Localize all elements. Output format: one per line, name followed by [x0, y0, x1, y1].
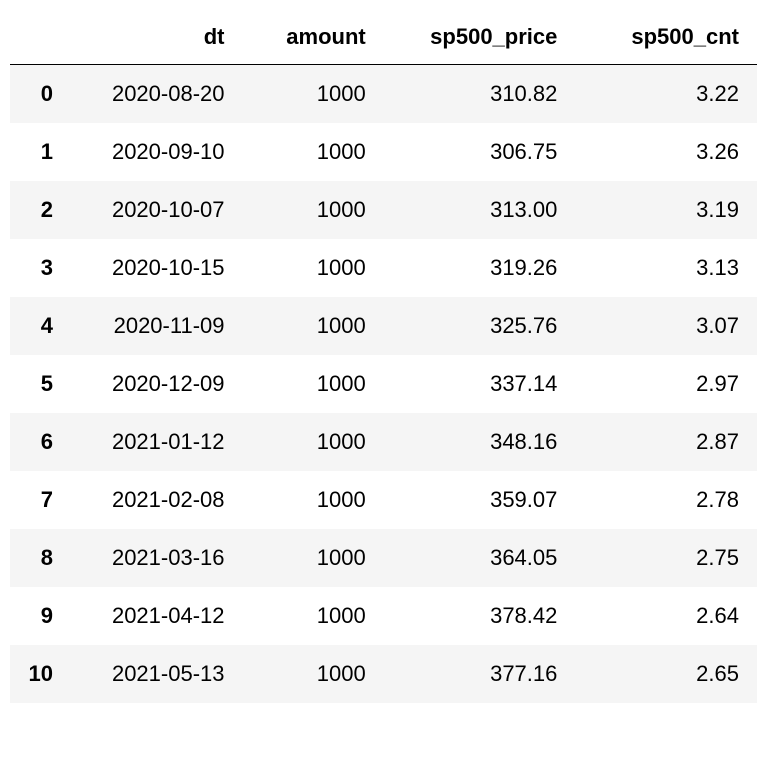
- table-row: 7 2021-02-08 1000 359.07 2.78: [10, 471, 757, 529]
- index-cell: 8: [10, 529, 71, 587]
- cnt-cell: 3.07: [575, 297, 757, 355]
- price-cell: 310.82: [384, 65, 576, 124]
- price-cell: 378.42: [384, 587, 576, 645]
- cnt-cell: 3.19: [575, 181, 757, 239]
- amount-cell: 1000: [243, 65, 384, 124]
- price-cell: 359.07: [384, 471, 576, 529]
- table-row: 4 2020-11-09 1000 325.76 3.07: [10, 297, 757, 355]
- dt-cell: 2020-09-10: [71, 123, 242, 181]
- amount-cell: 1000: [243, 181, 384, 239]
- index-cell: 3: [10, 239, 71, 297]
- cnt-cell: 3.26: [575, 123, 757, 181]
- amount-cell: 1000: [243, 645, 384, 703]
- price-cell: 313.00: [384, 181, 576, 239]
- dt-cell: 2021-02-08: [71, 471, 242, 529]
- price-cell: 348.16: [384, 413, 576, 471]
- amount-cell: 1000: [243, 355, 384, 413]
- cnt-cell: 2.97: [575, 355, 757, 413]
- price-cell: 319.26: [384, 239, 576, 297]
- dt-cell: 2020-12-09: [71, 355, 242, 413]
- amount-cell: 1000: [243, 471, 384, 529]
- header-dt: dt: [71, 10, 242, 65]
- cnt-cell: 3.22: [575, 65, 757, 124]
- price-cell: 306.75: [384, 123, 576, 181]
- cnt-cell: 2.64: [575, 587, 757, 645]
- dt-cell: 2021-05-13: [71, 645, 242, 703]
- amount-cell: 1000: [243, 413, 384, 471]
- table-row: 9 2021-04-12 1000 378.42 2.64: [10, 587, 757, 645]
- table-row: 0 2020-08-20 1000 310.82 3.22: [10, 65, 757, 124]
- table-row: 3 2020-10-15 1000 319.26 3.13: [10, 239, 757, 297]
- table-row: 6 2021-01-12 1000 348.16 2.87: [10, 413, 757, 471]
- header-sp500-price: sp500_price: [384, 10, 576, 65]
- index-cell: 10: [10, 645, 71, 703]
- header-index: [10, 10, 71, 65]
- price-cell: 364.05: [384, 529, 576, 587]
- index-cell: 4: [10, 297, 71, 355]
- dt-cell: 2021-01-12: [71, 413, 242, 471]
- dt-cell: 2020-10-07: [71, 181, 242, 239]
- cnt-cell: 3.13: [575, 239, 757, 297]
- index-cell: 2: [10, 181, 71, 239]
- dt-cell: 2021-04-12: [71, 587, 242, 645]
- dt-cell: 2020-11-09: [71, 297, 242, 355]
- table-row: 10 2021-05-13 1000 377.16 2.65: [10, 645, 757, 703]
- amount-cell: 1000: [243, 297, 384, 355]
- index-cell: 0: [10, 65, 71, 124]
- data-table: dt amount sp500_price sp500_cnt 0 2020-0…: [10, 10, 757, 703]
- table-row: 5 2020-12-09 1000 337.14 2.97: [10, 355, 757, 413]
- amount-cell: 1000: [243, 123, 384, 181]
- table-row: 2 2020-10-07 1000 313.00 3.19: [10, 181, 757, 239]
- index-cell: 5: [10, 355, 71, 413]
- dt-cell: 2021-03-16: [71, 529, 242, 587]
- price-cell: 325.76: [384, 297, 576, 355]
- amount-cell: 1000: [243, 529, 384, 587]
- header-amount: amount: [243, 10, 384, 65]
- cnt-cell: 2.87: [575, 413, 757, 471]
- index-cell: 9: [10, 587, 71, 645]
- header-sp500-cnt: sp500_cnt: [575, 10, 757, 65]
- dt-cell: 2020-08-20: [71, 65, 242, 124]
- index-cell: 6: [10, 413, 71, 471]
- amount-cell: 1000: [243, 239, 384, 297]
- dt-cell: 2020-10-15: [71, 239, 242, 297]
- amount-cell: 1000: [243, 587, 384, 645]
- header-row: dt amount sp500_price sp500_cnt: [10, 10, 757, 65]
- cnt-cell: 2.75: [575, 529, 757, 587]
- index-cell: 1: [10, 123, 71, 181]
- index-cell: 7: [10, 471, 71, 529]
- price-cell: 377.16: [384, 645, 576, 703]
- cnt-cell: 2.65: [575, 645, 757, 703]
- cnt-cell: 2.78: [575, 471, 757, 529]
- price-cell: 337.14: [384, 355, 576, 413]
- table-row: 1 2020-09-10 1000 306.75 3.26: [10, 123, 757, 181]
- table-row: 8 2021-03-16 1000 364.05 2.75: [10, 529, 757, 587]
